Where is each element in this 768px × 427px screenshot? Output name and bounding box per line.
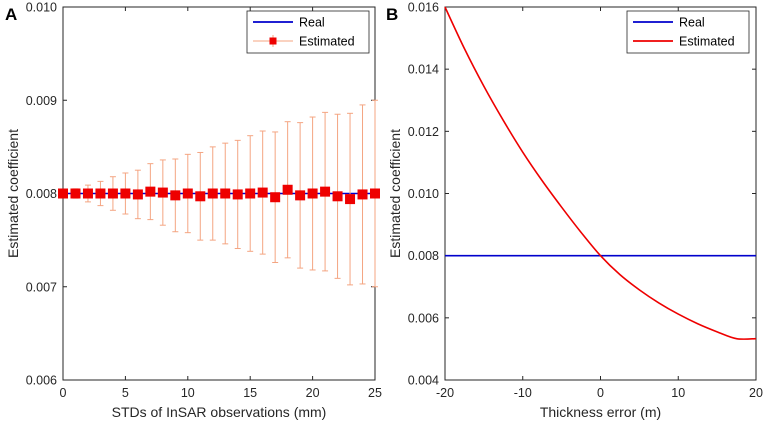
data-point bbox=[170, 190, 181, 201]
y-tick-label: 0.006 bbox=[26, 374, 57, 388]
legend-entry: Real bbox=[299, 16, 325, 30]
panel-letter: A bbox=[5, 5, 17, 24]
data-point bbox=[207, 188, 218, 199]
x-axis-label: Thickness error (m) bbox=[540, 404, 661, 420]
panel-a: 0 5 10 15 20 25 0.006 0.007 0.008 0.009 0.010 STDs … bbox=[5, 1, 382, 421]
x-tick-label: 5 bbox=[122, 386, 129, 400]
x-tick-label: 20 bbox=[306, 386, 320, 400]
data-point bbox=[220, 188, 231, 199]
legend: Real Estimated bbox=[246, 10, 370, 54]
y-tick-label: 0.010 bbox=[408, 187, 439, 201]
x-axis-label: STDs of InSAR observations (mm) bbox=[112, 404, 327, 420]
data-point bbox=[345, 194, 356, 205]
x-tick-label: 25 bbox=[368, 386, 382, 400]
y-tick-label: 0.014 bbox=[408, 63, 439, 77]
y-tick-label: 0.008 bbox=[408, 249, 439, 263]
y-tick-label: 0.010 bbox=[26, 1, 57, 15]
plot-area-frame bbox=[444, 6, 757, 381]
y-axis-label: Estimated coefficient bbox=[5, 129, 21, 258]
data-point bbox=[82, 188, 93, 199]
data-point bbox=[182, 188, 193, 199]
legend-swatch-marker bbox=[269, 37, 277, 45]
legend: Real Estimated bbox=[626, 10, 750, 54]
series-layer bbox=[58, 99, 380, 288]
panel-letter: B bbox=[386, 5, 398, 24]
series-line-estimated bbox=[444, 6, 757, 340]
data-point bbox=[232, 189, 243, 200]
data-point bbox=[307, 188, 318, 199]
legend-box bbox=[626, 10, 750, 54]
x-tick-label: 10 bbox=[671, 386, 685, 400]
data-point bbox=[120, 188, 131, 199]
y-axis-label: Estimated coefficient bbox=[387, 129, 403, 258]
y-tick-label: 0.008 bbox=[26, 187, 57, 201]
x-tick-label: 15 bbox=[243, 386, 257, 400]
x-tick-label: 10 bbox=[181, 386, 195, 400]
x-tick-label: 0 bbox=[597, 386, 604, 400]
data-point bbox=[58, 188, 68, 199]
data-point bbox=[357, 189, 368, 200]
x-tick-label: -10 bbox=[514, 386, 532, 400]
y-tick-label: 0.009 bbox=[26, 94, 57, 108]
x-tick-label: 0 bbox=[60, 386, 67, 400]
data-point bbox=[107, 188, 118, 199]
series-layer bbox=[444, 6, 757, 340]
data-point bbox=[195, 191, 206, 202]
data-point bbox=[245, 188, 256, 199]
y-tick-label: 0.016 bbox=[408, 1, 439, 15]
data-point bbox=[295, 190, 306, 201]
y-tick-label: 0.004 bbox=[408, 374, 439, 388]
data-point bbox=[95, 188, 106, 199]
data-point bbox=[145, 186, 156, 197]
y-tick-label: 0.012 bbox=[408, 125, 439, 139]
data-point bbox=[370, 188, 380, 199]
y-tick-label: 0.007 bbox=[26, 280, 57, 294]
y-tick-label: 0.006 bbox=[408, 311, 439, 325]
legend-entry: Estimated bbox=[679, 35, 735, 49]
data-point bbox=[320, 186, 331, 197]
x-tick-label: -20 bbox=[436, 386, 454, 400]
legend-entry: Real bbox=[679, 16, 705, 30]
data-point bbox=[332, 191, 343, 202]
panel-b: -20 -10 0 10 20 0.004 0.006 0.008 0.010 0.012 0.01… bbox=[386, 1, 763, 421]
data-point bbox=[270, 192, 281, 203]
legend-box bbox=[246, 10, 370, 54]
data-point bbox=[157, 187, 168, 198]
data-point bbox=[132, 189, 143, 200]
data-point bbox=[257, 187, 268, 198]
legend-entry: Estimated bbox=[299, 35, 355, 49]
data-point bbox=[282, 184, 293, 195]
data-point bbox=[70, 188, 81, 199]
x-tick-label: 20 bbox=[749, 386, 763, 400]
